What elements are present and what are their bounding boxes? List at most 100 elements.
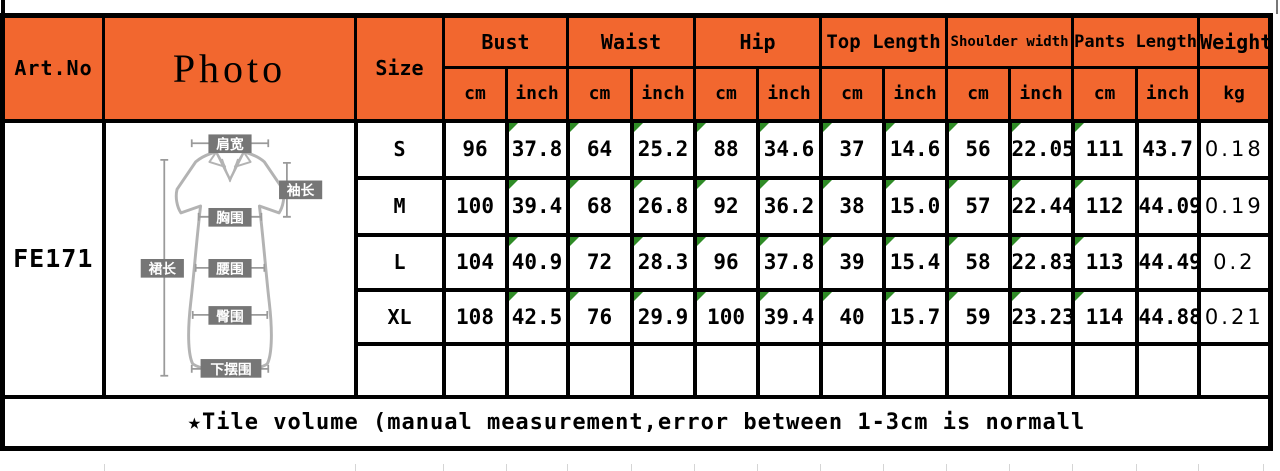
cell-size: M [353, 175, 446, 237]
header-shoulder-width: Shoulder width [945, 14, 1075, 69]
cell-value: 39 [818, 232, 886, 292]
gridline-tick [820, 464, 821, 471]
photo-cell: 肩宽 袖长 胸围 裙长 腰围 臀围 [101, 118, 358, 399]
cell-value [629, 341, 697, 399]
gridline-tick [355, 464, 356, 471]
cell-value: 0.21 [1196, 287, 1273, 346]
label-hem: 下摆围 [210, 360, 251, 377]
label-bust: 胸围 [216, 209, 243, 226]
cell-value: 38 [818, 175, 886, 237]
header-weight: Weight [1197, 14, 1273, 69]
header-top-inch: inch [882, 66, 949, 122]
gridline-tick [443, 464, 444, 471]
header-top-length: Top Length [819, 14, 949, 69]
cell-value: 56 [944, 118, 1012, 180]
cell-value: 100 [692, 287, 760, 346]
cell-value: 92 [692, 175, 760, 237]
header-hip: Hip [693, 14, 823, 69]
cell-value: 72 [565, 232, 634, 292]
cell-value: 40.9 [504, 232, 570, 292]
cell-value: 0.2 [1196, 232, 1273, 292]
cell-value: 39.4 [755, 287, 823, 346]
cell-value: 15.7 [881, 287, 949, 346]
cell-value: 40 [818, 287, 886, 346]
table-row: FE171 [0, 118, 1273, 399]
cell-value: 59 [944, 287, 1012, 346]
cell-value [881, 341, 949, 399]
cell-value [1070, 341, 1139, 399]
note-text: ★Tile volume (manual measurement,error b… [0, 394, 1273, 451]
cell-value: 22.05 [1007, 118, 1075, 180]
header-top-cm: cm [819, 66, 886, 122]
cell-value: 14.6 [881, 118, 949, 180]
label-shoulder-width: 肩宽 [216, 136, 244, 153]
header-bust-cm: cm [442, 66, 508, 122]
cell-value: 57 [944, 175, 1012, 237]
cell-value: 108 [441, 287, 509, 346]
cell-value [504, 341, 570, 399]
header-pants-length: Pants Length [1071, 14, 1201, 69]
cell-value: 37.8 [504, 118, 570, 180]
measurement-labels: 肩宽 袖长 胸围 裙长 腰围 臀围 [140, 133, 322, 377]
gridline-tick [567, 464, 568, 471]
gridline-tick [1136, 464, 1137, 471]
gridline-tick [946, 464, 947, 471]
gridline-tick [631, 464, 632, 471]
cell-value: 44.09 [1134, 175, 1201, 237]
cell-value: 0.19 [1196, 175, 1273, 237]
table-row: M 100 39.4 68 26.8 92 36.2 38 15.0 57 22.44 112 44.0… [3, 175, 1273, 237]
gridline-tick [1198, 464, 1199, 471]
cell-value: 39.4 [504, 175, 570, 237]
cell-value [1007, 341, 1075, 399]
cell-value: 76 [565, 287, 634, 346]
cell-value [755, 341, 823, 399]
cell-value: 112 [1070, 175, 1139, 237]
cell-value: 114 [1070, 287, 1139, 346]
cell-value: 44.88 [1134, 287, 1201, 346]
header-bust: Bust [441, 14, 570, 69]
cell-value: 37 [818, 118, 886, 180]
header-bust-inch: inch [504, 66, 570, 122]
cell-size: S [353, 118, 446, 180]
cell-value: 58 [944, 232, 1012, 292]
cell-value: 113 [1070, 232, 1139, 292]
header-shoulder-cm: cm [945, 66, 1012, 122]
cell-value: 34.6 [755, 118, 823, 180]
label-hip: 臀围 [216, 308, 243, 324]
gridline-tick [757, 464, 758, 471]
dress-measurement-diagram: 肩宽 袖长 胸围 裙长 腰围 臀围 [140, 133, 322, 377]
header-waist-cm: cm [566, 66, 634, 122]
cell-value: 29.9 [629, 287, 697, 346]
cell-value: 88 [692, 118, 760, 180]
header-pants-cm: cm [1071, 66, 1139, 122]
cell-value: 36.2 [755, 175, 823, 237]
header-waist-inch: inch [630, 66, 697, 122]
cell-value: 22.44 [1007, 175, 1075, 237]
cell-value [441, 341, 509, 399]
table-left-border-stub [1, 0, 5, 14]
cell-value: 111 [1070, 118, 1139, 180]
cell-value [565, 341, 634, 399]
art-no-value: FE171 [0, 118, 106, 399]
label-skirt-length: 裙长 [148, 260, 176, 277]
cell-value [818, 341, 886, 399]
header-waist: Waist [566, 14, 697, 69]
gridline-tick [694, 464, 695, 471]
cell-value: 37.8 [755, 232, 823, 292]
gridline-tick [1072, 464, 1073, 471]
gridline-tick [1263, 464, 1264, 471]
cell-value: 15.4 [881, 232, 949, 292]
header-art-no: Art.No [1, 14, 105, 122]
cell-value: 104 [441, 232, 509, 292]
cell-value [692, 341, 760, 399]
gridline-tick [506, 464, 507, 471]
header-hip-cm: cm [693, 66, 760, 122]
table-row: XL 108 42.5 76 29.9 100 39.4 40 15.7 59 23.23 114 44… [3, 287, 1273, 346]
size-table-body: FE171 [0, 118, 1273, 451]
cell-size: L [353, 232, 446, 292]
cell-value [1196, 341, 1273, 399]
cell-value: 28.3 [629, 232, 697, 292]
table-right-border-stub [1276, 0, 1278, 14]
header-size: Size [354, 14, 445, 122]
